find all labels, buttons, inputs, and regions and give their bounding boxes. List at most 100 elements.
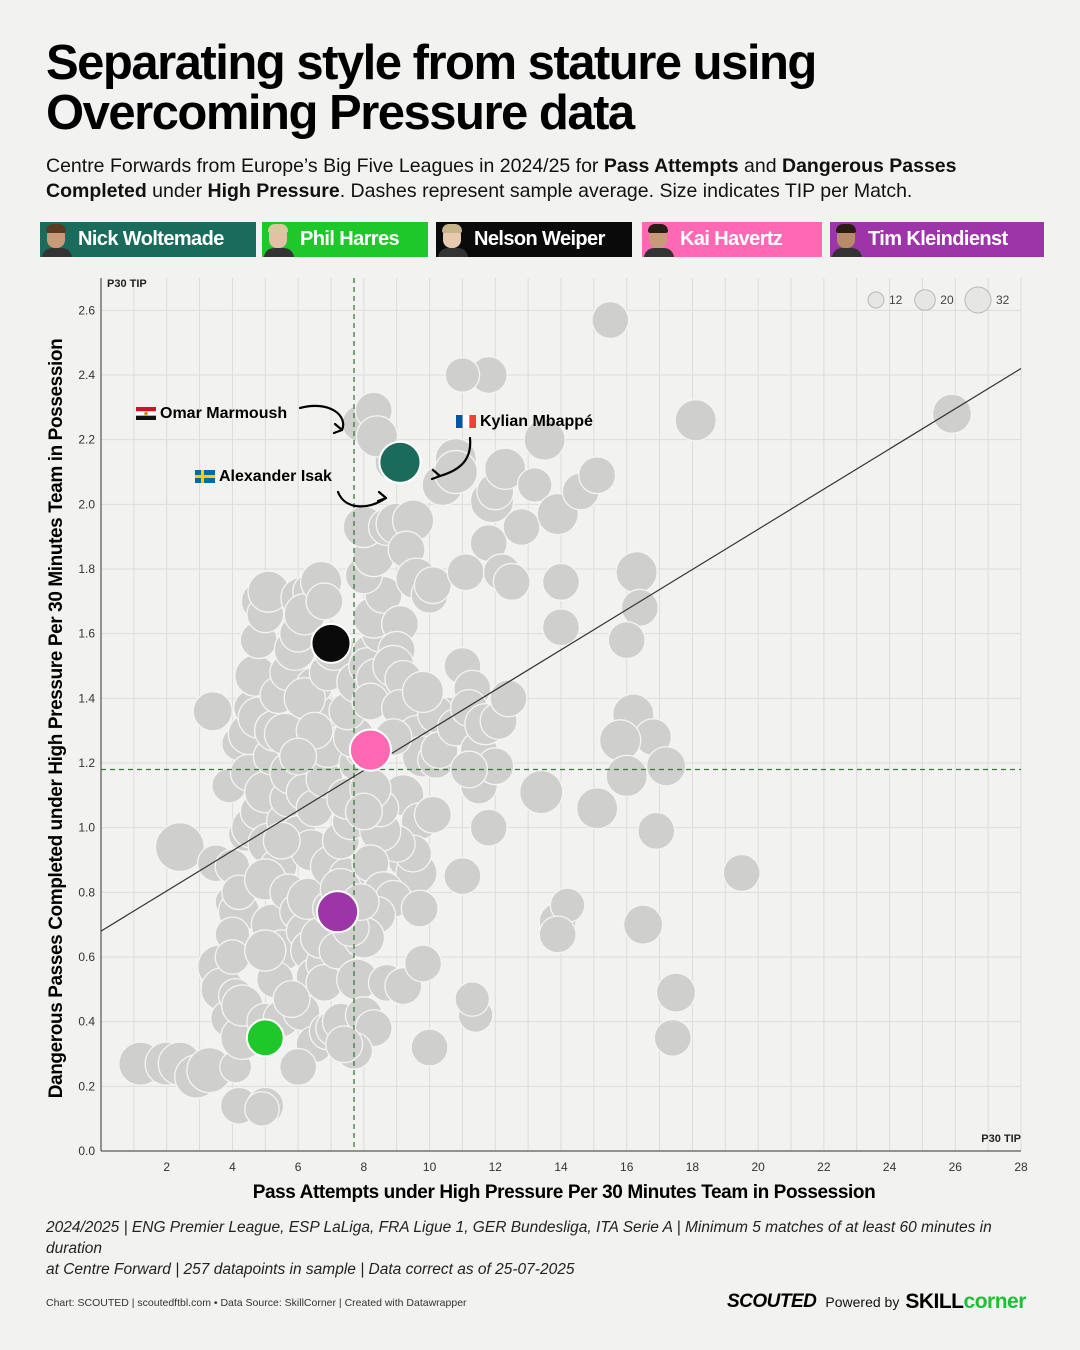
data-point	[401, 670, 445, 714]
legend-chip-kai-havertz: Kai Havertz	[642, 222, 822, 257]
annotation-arrow	[438, 436, 472, 478]
scatter-chart: 2 4 6 8 10 12 14 16 18 20 22 24 26 280.00.20.40.60.81…	[46, 278, 1028, 1203]
data-point	[469, 808, 508, 847]
x-tick-label: 28	[1014, 1160, 1028, 1174]
y-axis-title: Dangerous Passes Completed under High Pr…	[46, 339, 67, 1099]
data-point	[591, 300, 630, 340]
data-point	[444, 357, 481, 393]
x-tick-label: 8	[361, 1160, 368, 1174]
data-point	[272, 979, 311, 1019]
subtitle-part: Dangerous Passes Completed	[46, 155, 957, 202]
data-point	[637, 811, 676, 850]
annotation-arrowhead	[332, 422, 344, 435]
annotation-arrowhead	[430, 468, 442, 481]
player-avatar-icon	[642, 222, 676, 257]
footnote: 2024/2025 | ENG Premier League, ESP LaLi…	[46, 1217, 1046, 1280]
data-point	[523, 418, 566, 461]
legend-chip-nick-woltemade: Nick Woltemade	[40, 222, 256, 257]
data-point	[622, 904, 664, 945]
data-point	[305, 582, 344, 621]
subtitle-part: Pass Attempts	[603, 155, 739, 177]
x-tick-label: 14	[554, 1160, 568, 1174]
player-legend: Nick Woltemade Phil Harres Nelson Weiper Ka…	[40, 222, 1044, 258]
subtitle-part: under	[146, 180, 208, 202]
brand-logos: SCOUTED Powered by SKILL corner	[727, 1290, 1026, 1314]
data-point	[575, 787, 619, 830]
data-point	[519, 769, 564, 815]
annotation-arrow	[298, 404, 345, 432]
data-point	[492, 562, 531, 601]
x-tick-label: 10	[423, 1160, 437, 1174]
scouted-logo: SCOUTED	[727, 1291, 817, 1312]
y-tick-label: 1.0	[78, 821, 95, 835]
subtitle-part: . Dashes represent sample average. Size …	[339, 180, 913, 202]
data-point	[655, 972, 697, 1013]
highlight-point-kai-havertz	[348, 728, 393, 772]
y-tick-label: 0.2	[78, 1079, 95, 1093]
x-tick-label: 20	[751, 1160, 765, 1174]
trend-line	[100, 368, 1022, 932]
y-tick-label: 1.6	[78, 627, 95, 641]
footnote-line-1: 2024/2025 | ENG Premier League, ESP LaLi…	[46, 1219, 992, 1257]
data-point	[433, 449, 479, 495]
highlight-point-tim-kleindienst	[315, 890, 360, 934]
x-tick-label: 18	[686, 1160, 700, 1174]
data-point	[674, 399, 717, 442]
page-title: Separating style from stature using Over…	[46, 36, 817, 140]
data-point	[538, 915, 577, 954]
size-legend-circle	[867, 291, 885, 309]
sweden-flag-icon	[195, 470, 215, 483]
legend-label: Phil Harres	[300, 228, 400, 250]
player-avatar-icon	[262, 222, 296, 257]
data-point	[931, 393, 973, 434]
data-point	[449, 750, 489, 789]
data-point	[454, 981, 491, 1017]
data-point	[615, 551, 658, 594]
y-tick-label: 1.4	[78, 691, 95, 705]
x-tick-label: 16	[620, 1160, 634, 1174]
data-point	[541, 608, 581, 647]
data-point	[722, 853, 761, 892]
data-point	[325, 1025, 364, 1064]
player-avatar-icon	[436, 222, 470, 257]
subtitle-part: High Pressure	[207, 180, 340, 202]
data-point	[403, 944, 443, 983]
y-tick-label: 2.2	[78, 433, 95, 447]
data-point	[279, 737, 318, 776]
data-point	[344, 792, 383, 831]
skillcorner-logo-corner: corner	[963, 1290, 1027, 1313]
highlight-point-phil-harres	[245, 1018, 285, 1058]
y-tick-label: 0.6	[78, 950, 95, 964]
annotation-label: Omar Marmoush	[160, 405, 287, 422]
annotation-label: Alexander Isak	[219, 468, 332, 485]
data-point	[653, 1018, 692, 1057]
y-tick-label: 1.2	[78, 756, 95, 770]
y-axis-tag: P30 TIP	[107, 278, 147, 290]
legend-chip-nelson-weiper: Nelson Weiper	[436, 222, 632, 257]
y-tick-label: 0.8	[78, 885, 95, 899]
data-point	[607, 621, 646, 660]
subtitle-part: Centre Forwards from Europe’s Big Five L…	[46, 155, 604, 177]
skillcorner-logo-skill: SKILL	[905, 1290, 964, 1313]
data-point	[578, 456, 617, 495]
data-point	[244, 929, 287, 972]
highlight-point-nelson-weiper	[310, 622, 352, 664]
data-point	[645, 746, 687, 787]
data-point	[598, 719, 642, 762]
y-tick-label: 1.8	[78, 562, 95, 576]
size-legend-label: 32	[996, 293, 1010, 307]
data-point	[154, 822, 205, 873]
data-point	[262, 821, 301, 860]
size-legend-label: 12	[889, 293, 903, 307]
data-point	[214, 939, 251, 975]
data-point	[410, 1028, 449, 1067]
x-tick-label: 24	[883, 1160, 897, 1174]
highlight-point-nick-woltemade	[378, 440, 422, 484]
y-tick-label: 0.0	[78, 1144, 95, 1158]
subtitle-part: and	[738, 155, 782, 177]
data-point	[413, 566, 452, 605]
data-point	[489, 679, 528, 718]
legend-label: Tim Kleindienst	[868, 228, 1008, 250]
page-subtitle: Centre Forwards from Europe’s Big Five L…	[46, 154, 1046, 204]
legend-label: Kai Havertz	[680, 228, 783, 250]
